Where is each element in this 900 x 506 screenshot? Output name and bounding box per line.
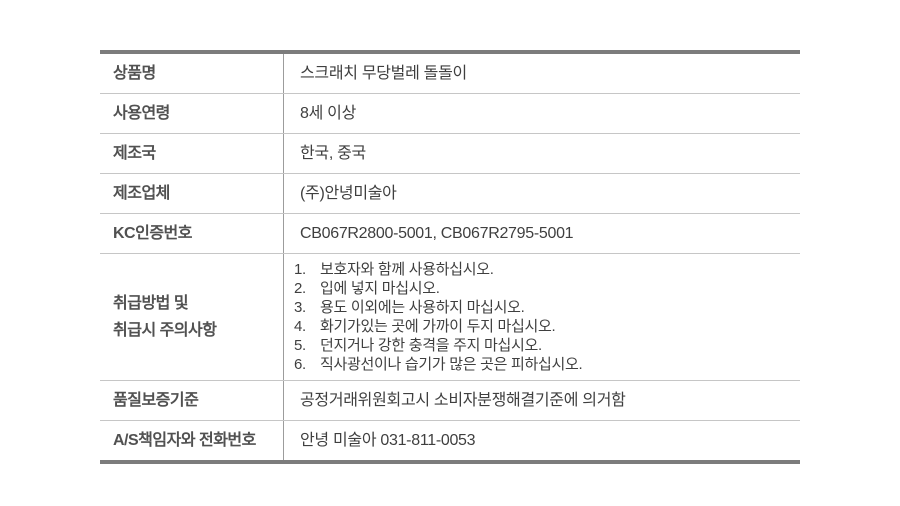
row-value: 1. 보호자와 함께 사용하십시오. 2. 입에 넣지 마십시오. 3. 용도 … bbox=[284, 254, 800, 380]
row-value: 스크래치 무당벌레 돌돌이 bbox=[300, 65, 467, 82]
precaution-number: 2. bbox=[294, 280, 306, 297]
row-value: 8세 이상 bbox=[300, 105, 357, 122]
row-label: 상품명 bbox=[100, 54, 284, 93]
row-label: A/S책임자와 전화번호 bbox=[100, 421, 284, 460]
table-row-kc-certification: KC인증번호 CB067R2800-5001, CB067R2795-5001 bbox=[100, 213, 800, 253]
precaution-number: 3. bbox=[294, 299, 306, 316]
row-value: 공정거래위원회고시 소비자분쟁해결기준에 의거함 bbox=[300, 392, 626, 409]
precaution-text: 화기가있는 곳에 가까이 두지 마십시오. bbox=[320, 318, 556, 335]
precaution-number: 6. bbox=[294, 356, 306, 373]
table-row-product-name: 상품명 스크래치 무당벌레 돌돌이 bbox=[100, 54, 800, 93]
table-row-as-contact: A/S책임자와 전화번호 안녕 미술아 031-811-0053 bbox=[100, 420, 800, 460]
precaution-number: 1. bbox=[294, 261, 306, 278]
precaution-text: 던지거나 강한 충격을 주지 마십시오. bbox=[320, 337, 542, 354]
row-label: 사용연령 bbox=[100, 94, 284, 133]
precaution-text: 용도 이외에는 사용하지 마십시오. bbox=[320, 299, 525, 316]
row-label: 품질보증기준 bbox=[100, 381, 284, 420]
table-row-warranty: 품질보증기준 공정거래위원회고시 소비자분쟁해결기준에 의거함 bbox=[100, 380, 800, 420]
precaution-item: 3. 용도 이외에는 사용하지 마십시오. bbox=[294, 298, 582, 317]
row-label: 제조국 bbox=[100, 134, 284, 173]
precaution-number: 5. bbox=[294, 337, 306, 354]
row-value: 한국, 중국 bbox=[300, 145, 366, 162]
row-label: 제조업체 bbox=[100, 174, 284, 213]
precaution-item: 6. 직사광선이나 습기가 많은 곳은 피하십시오. bbox=[294, 355, 583, 374]
precaution-text: 입에 넣지 마십시오. bbox=[320, 280, 440, 297]
table-row-country: 제조국 한국, 중국 bbox=[100, 133, 800, 173]
table-row-handling-precautions: 취급방법 및 취급시 주의사항 1. 보호자와 함께 사용하십시오. 2. 입에… bbox=[100, 253, 800, 380]
row-value: 안녕 미술아 031-811-0053 bbox=[300, 432, 476, 449]
precaution-item: 4. 화기가있는 곳에 가까이 두지 마십시오. bbox=[294, 317, 582, 336]
precautions-list: 1. 보호자와 함께 사용하십시오. 2. 입에 넣지 마십시오. 3. 용도 … bbox=[294, 260, 583, 374]
product-info-table: 상품명 스크래치 무당벌레 돌돌이 사용연령 8세 이상 제조국 한국, 중국 … bbox=[100, 50, 800, 464]
table-row-age: 사용연령 8세 이상 bbox=[100, 93, 800, 133]
row-label: KC인증번호 bbox=[100, 214, 284, 253]
row-value: CB067R2800-5001, CB067R2795-5001 bbox=[300, 225, 574, 242]
row-value: (주)안녕미술아 bbox=[300, 185, 397, 202]
precaution-text: 직사광선이나 습기가 많은 곳은 피하십시오. bbox=[320, 356, 583, 373]
precaution-item: 2. 입에 넣지 마십시오. bbox=[294, 279, 582, 298]
precaution-item: 5. 던지거나 강한 충격을 주지 마십시오. bbox=[294, 336, 582, 355]
precaution-item: 1. 보호자와 함께 사용하십시오. bbox=[294, 260, 582, 279]
precaution-text: 보호자와 함께 사용하십시오. bbox=[320, 261, 494, 278]
table-row-manufacturer: 제조업체 (주)안녕미술아 bbox=[100, 173, 800, 213]
row-label: 취급방법 및 취급시 주의사항 bbox=[100, 254, 284, 380]
precaution-number: 4. bbox=[294, 318, 306, 335]
